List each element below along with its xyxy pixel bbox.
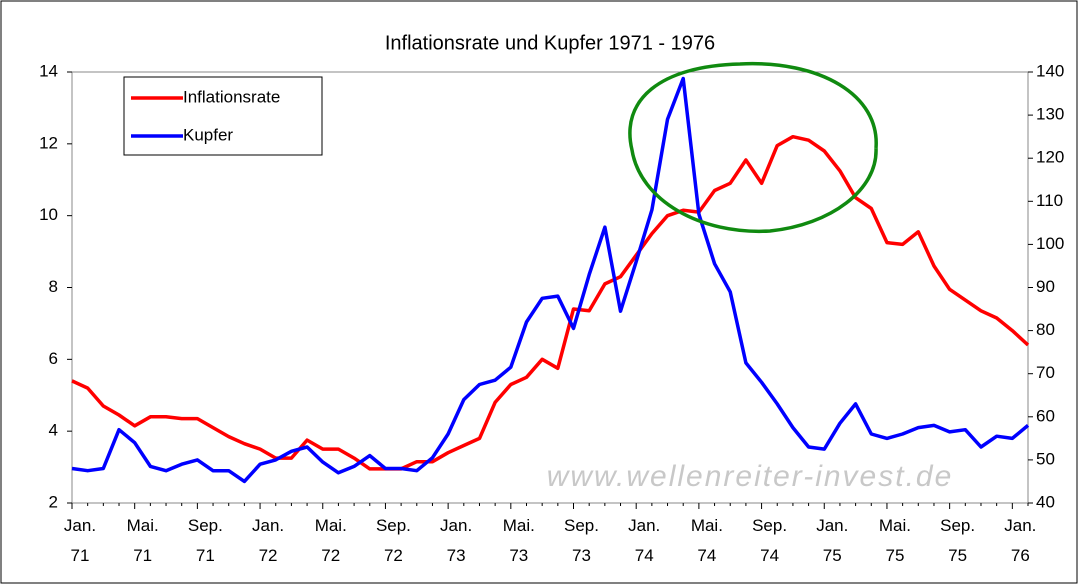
y2-tick-label: 60: [1036, 406, 1055, 425]
series-line: [71, 76, 1030, 484]
x-tick-label: Jan. 74: [628, 516, 660, 565]
watermark: www.wellenreiter-invest.de: [547, 460, 954, 493]
chart-title: Inflationsrate und Kupfer 1971 - 1976: [385, 32, 715, 54]
y2-tick-label: 70: [1036, 363, 1055, 382]
series-line: [71, 134, 1030, 471]
y-tick-label: 2: [49, 492, 58, 511]
x-tick-label: Sep. 73: [564, 516, 599, 565]
x-tick-label: Mai. 71: [127, 516, 159, 565]
x-tick-label: Jan. 75: [816, 516, 848, 565]
legend-box: [123, 76, 323, 156]
legend-label: Kupfer: [183, 125, 233, 144]
y2-tick-label: 130: [1036, 105, 1064, 124]
y2-tick-label: 40: [1036, 492, 1055, 511]
x-tick-label: Sep. 71: [188, 516, 223, 565]
y2-tick-label: 140: [1036, 61, 1064, 80]
y-tick-label: 14: [39, 61, 58, 80]
x-tick-label: Jan. 76: [1004, 516, 1036, 565]
y-tick-label: 10: [39, 205, 58, 224]
x-tick-label: Mai. 75: [879, 516, 911, 565]
y2-tick-label: 100: [1036, 234, 1064, 253]
x-tick-label: Sep. 72: [376, 516, 411, 565]
x-tick-label: Sep. 74: [752, 516, 787, 565]
y2-tick-label: 110: [1036, 191, 1063, 210]
y-tick-label: 12: [39, 133, 58, 152]
x-tick-label: Sep. 75: [940, 516, 975, 565]
y2-tick-label: 50: [1036, 449, 1055, 468]
x-tick-label: Mai. 72: [315, 516, 347, 565]
highlight-circle: [628, 61, 878, 234]
x-tick-label: Jan. 73: [440, 516, 472, 565]
x-tick-label: Mai. 73: [503, 516, 535, 565]
legend-label: Inflationsrate: [183, 87, 280, 106]
y-tick-label: 6: [49, 349, 58, 368]
x-tick-label: Jan. 71: [64, 516, 96, 565]
x-tick-label: Jan. 72: [252, 516, 284, 565]
y2-tick-label: 120: [1036, 148, 1064, 167]
y2-tick-label: 90: [1036, 277, 1055, 296]
y-tick-label: 4: [49, 421, 58, 440]
y-tick-label: 8: [49, 277, 58, 296]
x-tick-label: Mai. 74: [691, 516, 723, 565]
y2-tick-label: 80: [1036, 320, 1055, 339]
